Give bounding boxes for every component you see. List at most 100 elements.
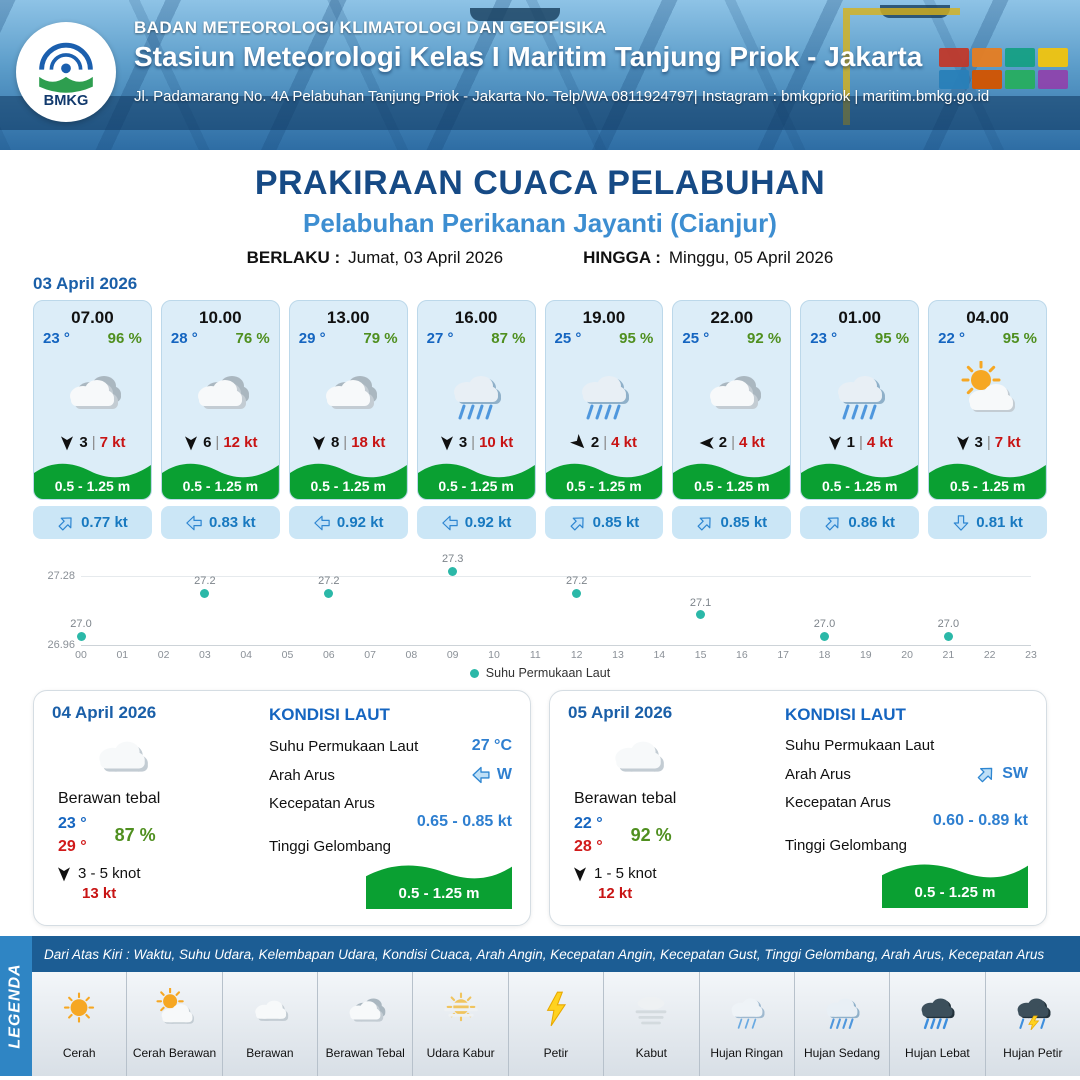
weather-icon <box>801 347 918 434</box>
hingga-label: HINGGA : <box>583 248 661 267</box>
legend-item-label: Berawan Tebal <box>325 1046 405 1060</box>
hourly-forecast-section: 03 April 2026 07.00 23 ° 96 % 3 | 7 kt <box>33 274 1047 539</box>
current-chip: 0.92 kt <box>288 506 408 539</box>
berlaku-label: BERLAKU : <box>246 248 341 267</box>
current-speed-value: 0.81 kt <box>976 514 1023 531</box>
wave-height-label: Tinggi Gelombang <box>269 838 392 855</box>
berlaku-value: Jumat, 03 April 2026 <box>348 248 504 267</box>
legend-weather-icon <box>438 988 484 1035</box>
legend-item: Hujan Sedang <box>795 972 891 1076</box>
station-name: Stasiun Meteorologi Kelas I Maritim Tanj… <box>134 41 923 72</box>
day-humidity: 92 % <box>630 824 672 845</box>
day-weather-icon <box>78 723 259 790</box>
legend-note: Dari Atas Kiri : Waktu, Suhu Udara, Kele… <box>32 936 1080 972</box>
current-direction-icon <box>693 510 718 535</box>
time-label: 16.00 <box>454 308 498 327</box>
gust-speed-value: 10 kt <box>479 434 514 451</box>
legend-sidebar: LEGENDA <box>0 936 32 1076</box>
forecast-card-column: 13.00 29 ° 79 % 8 | 18 kt 0.5 - 1.25 m <box>288 300 408 539</box>
humidity-value: 95 % <box>874 330 910 347</box>
temperature-value: 29 ° <box>298 330 326 347</box>
current-speed-value: 0.92 kt <box>336 514 384 531</box>
wind-direction-icon <box>699 435 715 451</box>
wind-direction-icon <box>59 435 75 451</box>
current-chip: 0.77 kt <box>33 506 152 539</box>
legend-item-label: Cerah Berawan <box>132 1046 217 1060</box>
legend-item: Berawan <box>223 972 319 1076</box>
forecast-card-column: 16.00 27 ° 87 % 3 | 10 kt 0.5 - 1.25 m <box>416 300 536 539</box>
wind-row: 8 | 18 kt <box>290 434 407 451</box>
legend-item: Hujan Petir <box>986 972 1080 1076</box>
wave-band: 0.5 - 1.25 m <box>929 455 1046 499</box>
wave-height-label: Tinggi Gelombang <box>785 837 908 854</box>
container-stack-illustration <box>939 48 1068 89</box>
time-label: 22.00 <box>710 308 754 327</box>
legend-weather-icon <box>819 988 865 1035</box>
sst-label: Suhu Permukaan Laut <box>785 737 935 754</box>
sst-label: Suhu Permukaan Laut <box>269 737 419 755</box>
current-direction-icon <box>441 514 459 532</box>
ship-illustration <box>470 8 560 21</box>
wind-row: 3 | 7 kt <box>34 434 151 451</box>
time-label: 07.00 <box>71 308 114 327</box>
validity-start: BERLAKU : Jumat, 03 April 2026 <box>247 248 503 268</box>
gust-speed-value: 18 kt <box>351 434 386 451</box>
separator: | <box>91 434 96 451</box>
page-title: PRAKIRAAN CUACA PELABUHAN <box>254 164 826 202</box>
gust-speed-value: 7 kt <box>99 434 126 451</box>
legend-weather-icon <box>914 988 960 1035</box>
wave-band: 0.5 - 1.25 m <box>289 455 407 499</box>
humidity-value: 96 % <box>107 330 142 347</box>
weather-icon <box>673 347 790 434</box>
weather-icon <box>929 347 1046 434</box>
wave-band: 0.5 - 1.25 m <box>161 455 279 499</box>
weather-icon <box>290 347 407 434</box>
sea-conditions-title: KONDISI LAUT <box>785 705 906 724</box>
day-gust-value: 12 kt <box>598 885 633 903</box>
wind-speed-value: 2 <box>590 434 600 451</box>
legend-item-label: Hujan Petir <box>1003 1046 1063 1060</box>
wind-row: 6 | 12 kt <box>162 434 279 451</box>
forecast-card-column: 19.00 25 ° 95 % 2 | 4 kt 0.5 - 1.25 m <box>544 300 664 539</box>
current-speed-label: Kecepatan Arus <box>269 795 375 812</box>
forecast-card: 07.00 23 ° 96 % 3 | 7 kt 0.5 - 1.25 m <box>33 300 152 500</box>
separator: | <box>471 434 476 451</box>
wind-direction-icon <box>56 866 72 882</box>
day-date: 05 April 2026 <box>568 703 673 722</box>
humidity-value: 87 % <box>491 330 526 347</box>
weather-icon <box>34 347 151 434</box>
day-condition: Berawan tebal <box>58 790 161 807</box>
gust-speed-value: 12 kt <box>223 434 258 451</box>
temperature-value: 28 ° <box>170 330 198 347</box>
wind-speed-value: 3 <box>458 434 468 451</box>
crane-illustration <box>843 8 960 125</box>
legend-weather-icon <box>628 988 674 1035</box>
wave-band: 0.5 - 1.25 m <box>882 854 1028 908</box>
wave-height-value: 0.5 - 1.25 m <box>398 885 480 902</box>
current-chip: 0.85 kt <box>672 506 792 539</box>
wind-speed-value: 3 <box>974 434 983 451</box>
svg-text:BMKG: BMKG <box>44 93 89 109</box>
wind-row: 2 | 4 kt <box>673 434 790 451</box>
current-speed-value: 0.85 kt <box>592 514 640 531</box>
wave-band: 0.5 - 1.25 m <box>545 455 663 499</box>
chart-legend: Suhu Permukaan Laut <box>0 666 1080 680</box>
header-address-strip <box>0 96 1080 130</box>
current-chip: 0.86 kt <box>800 506 920 539</box>
forecast-cards: 07.00 23 ° 96 % 3 | 7 kt 0.5 - 1.25 m <box>33 300 1047 539</box>
wave-height-value: 0.5 - 1.25 m <box>821 478 898 494</box>
chart-legend-label: Suhu Permukaan Laut <box>485 666 611 680</box>
separator: | <box>858 434 863 451</box>
temp-min: 22 ° <box>574 815 603 832</box>
temp-max: 29 ° <box>58 838 87 856</box>
wind-direction-icon <box>572 866 588 882</box>
current-speed-value: 0.92 kt <box>464 514 512 531</box>
humidity-value: 95 % <box>619 330 654 347</box>
daily-summary-section: 04 April 2026 Berawan tebal 23 ° 29 ° 87… <box>33 690 1047 926</box>
wave-band: 0.5 - 1.25 m <box>34 455 151 499</box>
wave-height-value: 0.5 - 1.25 m <box>566 478 642 494</box>
current-direction-icon <box>313 514 331 532</box>
current-direction-icon <box>185 514 203 532</box>
forecast-card: 04.00 22 ° 95 % 3 | 7 kt 0.5 - 1.25 m <box>928 300 1047 500</box>
current-speed-value: 0.77 kt <box>81 514 128 531</box>
